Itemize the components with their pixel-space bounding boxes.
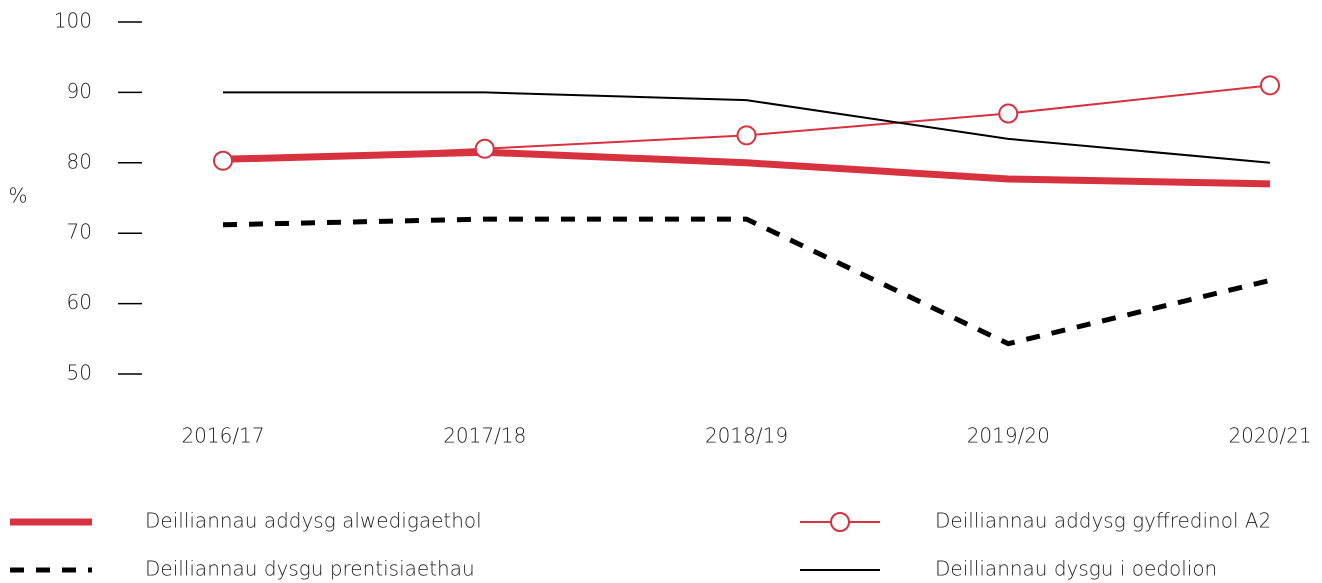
point-marker [736, 125, 757, 146]
y-tick-label: 100 [54, 9, 92, 33]
y-tick-label: 90 [67, 79, 92, 103]
legend-label: Deilliannau addysg gyffredinol A2 [935, 509, 1271, 533]
point-marker [1260, 75, 1280, 96]
series-line [222, 148, 1271, 188]
point-marker [998, 103, 1019, 124]
legend-label: Deilliannau dysgu prentisiaethau [145, 557, 475, 581]
x-tick-label: 2020/21 [1228, 424, 1311, 448]
legend-label: Deilliannau dysgu i oedolion [935, 557, 1217, 581]
series-line [222, 216, 1271, 347]
legend-marker [830, 512, 850, 532]
y-tick-label: 70 [67, 220, 92, 244]
legend-label: Deilliannau addysg alwedigaethol [145, 509, 482, 533]
y-tick-label: 80 [67, 149, 92, 173]
series-line [223, 91, 1271, 164]
y-tick-label: 60 [67, 290, 92, 314]
y-tick-label: 50 [67, 361, 92, 385]
y-axis-label: % [8, 184, 27, 208]
point-marker [213, 150, 233, 171]
x-tick-label: 2017/18 [443, 424, 526, 448]
x-tick-label: 2019/20 [967, 424, 1050, 448]
point-marker [474, 138, 495, 159]
x-tick-label: 2016/17 [181, 424, 264, 448]
x-tick-label: 2018/19 [705, 424, 788, 448]
